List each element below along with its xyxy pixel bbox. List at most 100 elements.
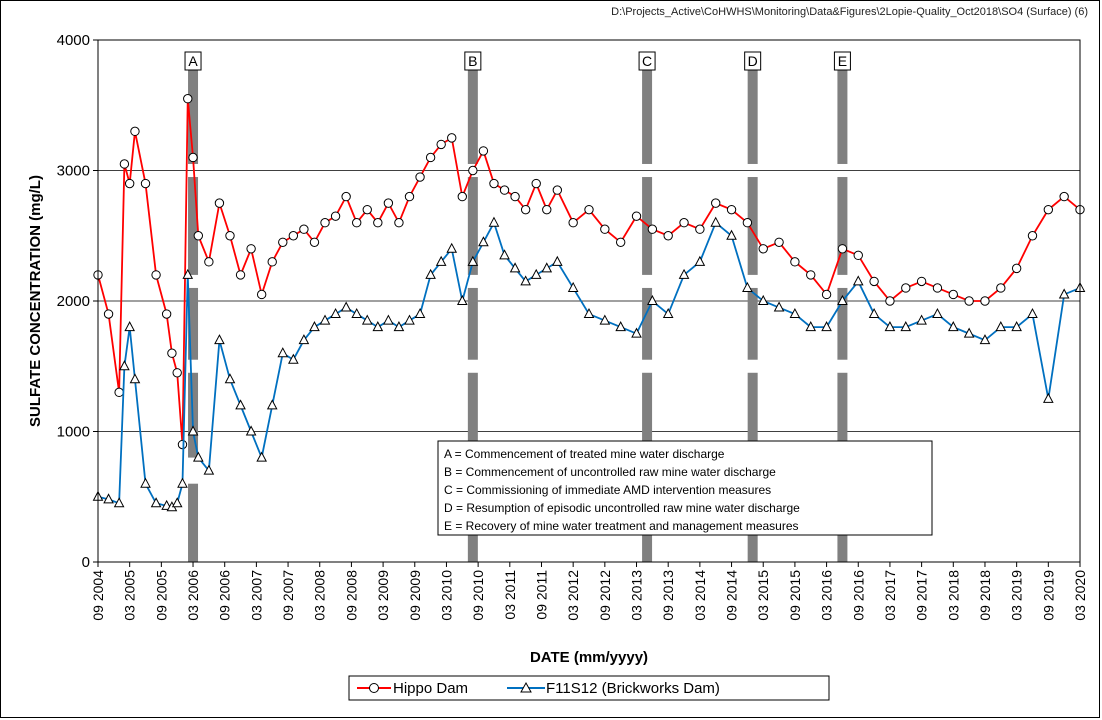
data-point: [695, 224, 705, 234]
data-point: [499, 249, 510, 260]
series-line: [97, 98, 1081, 445]
data-point: [277, 347, 289, 358]
data-point: [980, 296, 990, 306]
x-tick-label: 03 2016: [819, 570, 835, 621]
data-point: [742, 218, 753, 228]
data-point: [114, 387, 124, 398]
data-point: [1027, 231, 1038, 241]
x-tick-label: 09 2007: [280, 570, 296, 621]
data-point: [631, 211, 642, 221]
data-point: [161, 309, 172, 319]
data-point: [373, 218, 383, 228]
legend-marker-brickworks: [520, 681, 532, 693]
event-label-box: [638, 51, 656, 71]
data-point: [119, 159, 130, 169]
data-point: [932, 283, 943, 293]
x-tick-label: 03 2019: [1009, 570, 1025, 621]
data-point: [278, 237, 288, 247]
data-point: [361, 314, 373, 325]
data-point: [948, 289, 958, 300]
x-tick-label: 03 2018: [945, 570, 961, 621]
data-point: [267, 257, 277, 267]
data-point: [140, 178, 151, 189]
data-point: [489, 178, 499, 189]
data-point: [394, 218, 404, 228]
data-point: [193, 231, 204, 241]
data-point: [309, 237, 320, 247]
data-point: [551, 255, 563, 266]
series-legend-box: [348, 675, 830, 701]
data-point: [192, 451, 204, 462]
data-point: [884, 321, 896, 332]
data-point: [885, 296, 895, 306]
data-point: [488, 216, 500, 227]
data-point: [900, 321, 912, 332]
data-point: [631, 327, 642, 338]
data-point: [679, 218, 689, 228]
x-tick-label: 09 2004: [90, 570, 106, 621]
data-point: [821, 289, 832, 300]
data-point: [567, 281, 579, 292]
data-point: [821, 321, 832, 332]
data-point: [541, 262, 553, 273]
data-point: [599, 314, 611, 325]
data-point: [662, 307, 674, 319]
data-point: [467, 255, 479, 266]
data-point: [383, 314, 394, 325]
data-point: [996, 283, 1006, 293]
data-point: [757, 294, 769, 305]
x-tick-label: 03 2005: [122, 570, 138, 621]
x-tick-label: 03 2015: [755, 570, 771, 621]
data-point: [520, 275, 531, 286]
event-marker-bar: [837, 287, 848, 360]
data-point: [446, 242, 458, 253]
data-point: [583, 307, 595, 319]
data-point: [947, 321, 959, 332]
data-point: [425, 152, 436, 163]
data-point: [456, 294, 468, 305]
data-point: [188, 152, 198, 163]
data-point: [552, 185, 563, 195]
legend-label-brickworks: F11S12 (Brickworks Dam): [546, 680, 720, 697]
data-point: [901, 283, 911, 293]
event-marker-bar: [467, 372, 478, 458]
data-point: [647, 224, 658, 234]
y-tick-label: 4000: [57, 32, 90, 49]
data-point: [167, 348, 177, 358]
series-layer: [92, 94, 1086, 512]
x-axis-ticks: 09 2004 03 2005 09 2005 03 2006 09 2006 03 20…: [90, 562, 1088, 621]
data-point: [916, 314, 927, 325]
data-point: [436, 139, 446, 150]
data-point: [224, 373, 236, 384]
data-point: [362, 204, 372, 215]
data-point: [852, 275, 864, 286]
data-point: [404, 314, 415, 325]
data-point: [837, 294, 848, 305]
x-tick-label: 09 2012: [597, 570, 613, 621]
file-path-label: D:\Projects_Active\CoHWHS\Monitoring\Dat…: [611, 6, 1088, 18]
annotation-legend-box: [437, 440, 933, 536]
data-point: [615, 237, 626, 247]
x-tick-label: 09 2006: [217, 570, 233, 621]
data-point: [203, 464, 215, 475]
data-point: [246, 244, 256, 254]
data-point: [531, 178, 541, 189]
x-tick-label: 03 2008: [312, 570, 328, 621]
data-point: [341, 191, 351, 202]
event-label-box: [464, 51, 482, 71]
x-tick-label: 09 2008: [343, 570, 359, 621]
data-point: [647, 294, 658, 305]
data-point: [235, 399, 246, 410]
data-point: [789, 307, 801, 319]
data-point: [393, 321, 405, 332]
data-point: [204, 257, 214, 267]
data-point: [119, 360, 130, 371]
annotation-legend-line: B = Commencement of uncontrolled raw min…: [444, 465, 776, 479]
event-marker-bar: [467, 287, 478, 360]
x-tick-label: 09 2016: [850, 570, 866, 621]
data-point: [758, 244, 768, 254]
data-point: [172, 368, 182, 378]
data-point: [963, 327, 975, 338]
event-marker-bar: [642, 372, 653, 458]
x-tick-label: 09 2013: [660, 570, 676, 621]
